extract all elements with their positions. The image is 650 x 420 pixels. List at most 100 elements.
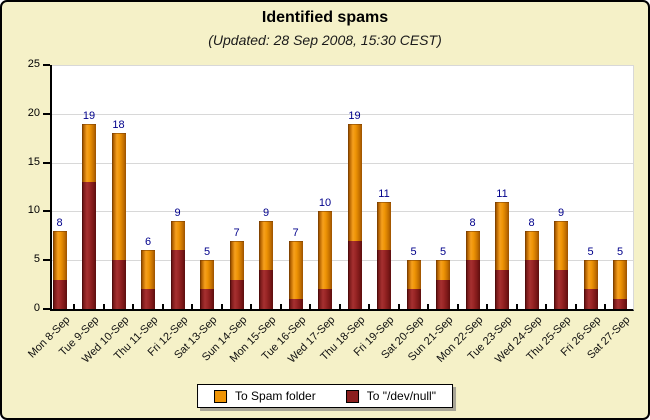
bar-segment-spam-folder — [170, 221, 185, 250]
bar-total-label: 6 — [144, 236, 152, 248]
legend-label-spam-folder: To Spam folder — [235, 389, 316, 403]
bar-segment-devnull — [82, 182, 96, 309]
x-tick — [368, 304, 371, 309]
bar-mon-22-sep — [465, 231, 480, 309]
gridline — [52, 114, 633, 115]
bar-total-label: 7 — [292, 227, 299, 239]
bar-thu-25-sep — [554, 221, 568, 309]
y-tick-label: 10 — [27, 204, 40, 217]
bar-total-label: 10 — [318, 197, 332, 209]
legend-swatch-devnull — [345, 389, 359, 403]
x-tick — [456, 304, 459, 309]
bar-segment-spam-folder — [259, 221, 273, 270]
bar-wed-17-sep — [318, 211, 332, 309]
bar-sat-13-sep — [200, 260, 214, 309]
bar-thu-18-sep — [347, 124, 362, 309]
chart-subtitle: (Updated: 28 Sep 2008, 15:30 CEST) — [208, 32, 442, 48]
bar-segment-devnull — [288, 299, 303, 309]
x-tick — [545, 304, 548, 309]
bar-segment-spam-folder — [465, 231, 480, 260]
bar-total-label: 5 — [410, 246, 417, 258]
bar-segment-devnull — [318, 289, 332, 309]
bar-segment-devnull — [229, 280, 244, 309]
gridline — [52, 65, 633, 66]
bar-segment-spam-folder — [141, 250, 155, 289]
bar-wed-10-sep — [111, 133, 126, 309]
bar-total-label: 9 — [262, 207, 270, 219]
y-tick — [43, 210, 50, 213]
bar-mon-8-sep — [52, 231, 67, 309]
plot-area: 8 19 18 6 9 5 7 9 7 10 19 11 5 5 8 11 8 9 5 5 — [50, 65, 634, 311]
bar-segment-devnull — [406, 289, 421, 309]
bar-segment-devnull — [52, 280, 67, 309]
bar-tue-16-sep — [288, 241, 303, 309]
bar-segment-spam-folder — [52, 231, 67, 280]
legend-label-devnull: To "/dev/null" — [366, 389, 436, 403]
bar-total-label: 19 — [348, 110, 361, 122]
bar-segment-spam-folder — [200, 260, 214, 289]
bar-segment-spam-folder — [524, 231, 539, 260]
bar-segment-spam-folder — [318, 211, 332, 289]
gridline — [52, 260, 633, 261]
bar-total-label: 5 — [203, 246, 211, 258]
bar-segment-spam-folder — [111, 133, 126, 260]
bar-fri-19-sep — [377, 202, 391, 309]
y-tick — [43, 64, 50, 66]
x-tick — [604, 304, 607, 309]
y-tick — [43, 259, 50, 262]
bar-total-label: 5 — [587, 246, 594, 258]
bar-total-label: 9 — [174, 207, 181, 219]
bar-segment-spam-folder — [347, 124, 362, 241]
x-tick — [161, 304, 164, 309]
bar-total-label: 8 — [56, 217, 63, 229]
bar-total-label: 9 — [557, 207, 565, 219]
x-tick — [191, 304, 194, 309]
y-tick — [43, 161, 50, 164]
bar-segment-devnull — [613, 299, 627, 309]
bar-total-label: 11 — [378, 188, 390, 200]
gridline — [52, 211, 633, 212]
bar-segment-devnull — [200, 289, 214, 309]
bar-segment-devnull — [583, 289, 598, 309]
bar-segment-devnull — [141, 289, 155, 309]
x-tick — [220, 304, 223, 309]
bar-segment-spam-folder — [288, 241, 303, 299]
bar-segment-spam-folder — [406, 260, 421, 289]
bar-segment-spam-folder — [436, 260, 450, 280]
bar-sun-14-sep — [229, 241, 244, 309]
bar-tue-9-sep — [82, 124, 96, 309]
y-tick-label: 5 — [33, 253, 40, 266]
gridline — [52, 163, 633, 164]
bar-segment-spam-folder — [82, 124, 96, 182]
x-tick — [279, 304, 282, 309]
y-tick-label: 20 — [27, 106, 40, 119]
y-tick-label: 25 — [27, 58, 40, 70]
bar-sat-20-sep — [406, 260, 421, 309]
bar-segment-devnull — [259, 270, 273, 309]
bar-segment-devnull — [347, 241, 362, 309]
bar-tue-23-sep — [495, 202, 509, 309]
legend-item-devnull: To "/dev/null" — [345, 389, 436, 403]
bar-total-label: 7 — [233, 227, 240, 239]
x-tick — [574, 304, 577, 309]
bar-total-label: 8 — [469, 217, 476, 229]
bar-segment-devnull — [436, 280, 450, 309]
x-tick — [486, 304, 489, 309]
x-tick — [427, 304, 430, 309]
bar-segment-devnull — [377, 250, 391, 309]
bar-total-label: 11 — [496, 188, 508, 200]
bar-thu-11-sep — [141, 250, 155, 309]
x-tick — [309, 304, 312, 309]
bar-mon-15-sep — [259, 221, 273, 309]
bar-sun-21-sep — [436, 260, 450, 309]
y-tick-label: 15 — [27, 155, 40, 168]
bar-total-label: 19 — [82, 110, 96, 122]
bar-fri-26-sep — [583, 260, 598, 309]
x-tick — [250, 304, 253, 309]
bar-segment-devnull — [554, 270, 568, 309]
bar-total-label: 5 — [616, 246, 624, 258]
x-tick — [397, 304, 400, 309]
bar-segment-spam-folder — [377, 202, 391, 250]
x-tick — [338, 304, 341, 309]
